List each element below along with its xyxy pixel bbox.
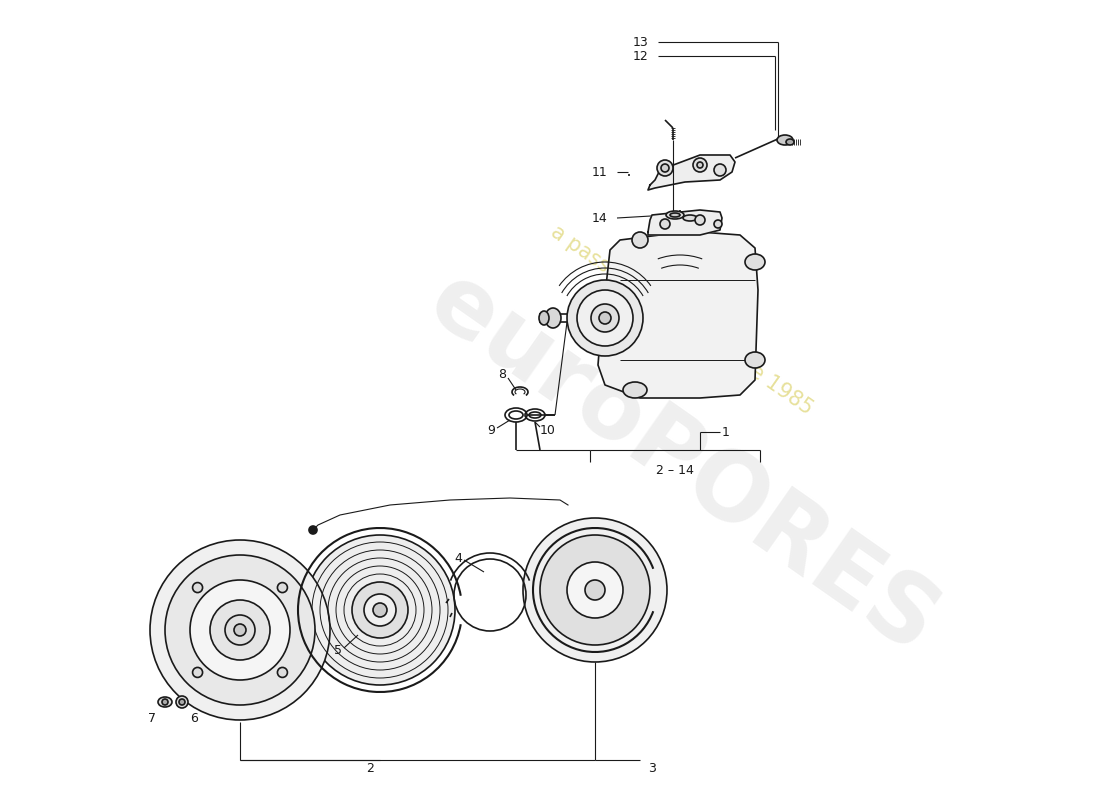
Ellipse shape (566, 562, 623, 618)
Ellipse shape (578, 290, 632, 346)
Ellipse shape (176, 696, 188, 708)
Text: 9: 9 (487, 423, 495, 437)
Ellipse shape (566, 280, 644, 356)
Ellipse shape (697, 162, 703, 168)
Ellipse shape (352, 582, 408, 638)
Ellipse shape (632, 232, 648, 248)
Ellipse shape (150, 540, 330, 720)
Text: 8: 8 (498, 369, 506, 382)
Ellipse shape (693, 158, 707, 172)
Text: 4: 4 (454, 551, 462, 565)
Text: a passion for parts since 1985: a passion for parts since 1985 (547, 222, 817, 418)
Ellipse shape (777, 135, 793, 145)
Text: euroPORES: euroPORES (410, 255, 954, 673)
Text: 13: 13 (632, 35, 648, 49)
Text: 2 – 14: 2 – 14 (656, 463, 694, 477)
Ellipse shape (661, 164, 669, 172)
Ellipse shape (179, 699, 185, 705)
Ellipse shape (277, 582, 287, 593)
Ellipse shape (745, 254, 764, 270)
Text: 12: 12 (632, 50, 648, 62)
Text: 2: 2 (366, 762, 374, 774)
Polygon shape (648, 155, 735, 190)
Ellipse shape (745, 352, 764, 368)
Ellipse shape (190, 580, 290, 680)
Ellipse shape (540, 535, 650, 645)
Ellipse shape (591, 304, 619, 332)
Text: 14: 14 (592, 211, 607, 225)
Ellipse shape (158, 697, 172, 707)
Ellipse shape (666, 211, 684, 219)
Ellipse shape (539, 311, 549, 325)
Text: 3: 3 (648, 762, 656, 774)
Ellipse shape (309, 526, 317, 534)
Text: 7: 7 (148, 711, 156, 725)
Ellipse shape (670, 213, 680, 217)
Text: 5: 5 (334, 643, 342, 657)
Ellipse shape (226, 615, 255, 645)
Ellipse shape (600, 312, 610, 324)
Ellipse shape (660, 219, 670, 229)
Ellipse shape (165, 555, 315, 705)
Ellipse shape (623, 382, 647, 398)
Ellipse shape (522, 518, 667, 662)
Ellipse shape (714, 220, 722, 228)
Ellipse shape (305, 535, 455, 685)
Ellipse shape (162, 699, 168, 705)
Text: 1: 1 (722, 426, 730, 438)
Ellipse shape (786, 139, 794, 145)
Ellipse shape (277, 667, 287, 678)
Ellipse shape (210, 600, 270, 660)
Polygon shape (648, 210, 722, 235)
Ellipse shape (714, 164, 726, 176)
Polygon shape (598, 232, 758, 398)
Ellipse shape (683, 215, 697, 221)
Ellipse shape (192, 582, 202, 593)
Ellipse shape (364, 594, 396, 626)
Ellipse shape (544, 308, 561, 328)
Text: 6: 6 (190, 711, 198, 725)
Ellipse shape (657, 160, 673, 176)
Ellipse shape (585, 580, 605, 600)
Ellipse shape (695, 215, 705, 225)
Ellipse shape (234, 624, 246, 636)
Ellipse shape (192, 667, 202, 678)
Ellipse shape (373, 603, 387, 617)
Text: 10: 10 (540, 423, 556, 437)
Text: 11: 11 (592, 166, 607, 178)
